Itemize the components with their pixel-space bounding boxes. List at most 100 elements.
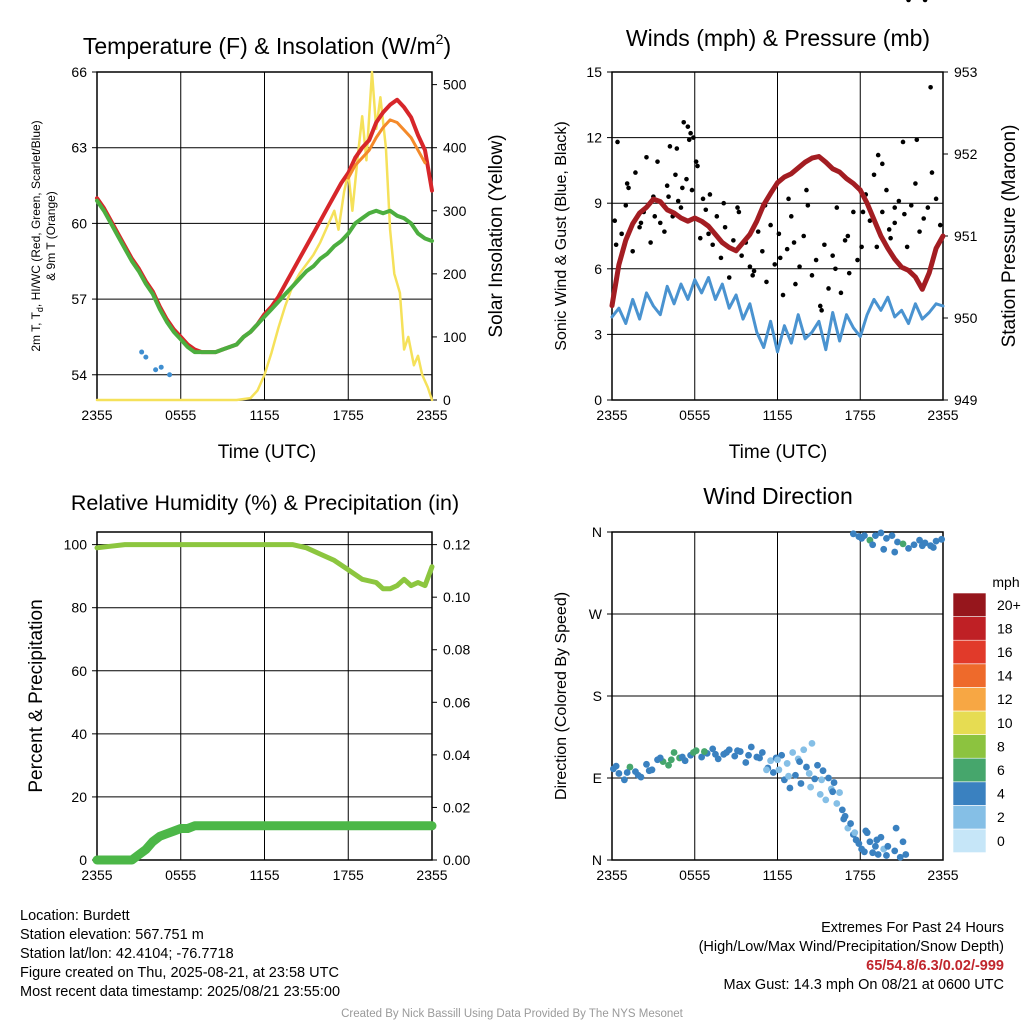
gust-point [623,203,629,208]
colorbar-label: 8 [997,738,1005,754]
direction-point [670,749,678,756]
gust-point [772,262,778,267]
gust-point [822,242,827,248]
direction-point [884,842,892,850]
station-location: Location: Burdett [20,908,130,924]
direction-point [829,788,837,796]
direction-point [866,838,874,846]
temp-y2tick-label: 500 [443,77,467,93]
gust-point [788,214,794,219]
direction-point [888,532,896,540]
precipitation-line [92,821,437,865]
colorbar-swatch [952,734,987,759]
gust-point [846,270,852,276]
colorbar-title: mph [992,574,1019,590]
wind-title: Winds (mph) & Pressure (mb) [626,25,930,51]
rh-y2tick-label: 0.04 [443,747,470,763]
gust-point [747,264,753,269]
direction-point [899,540,907,548]
gust-point [638,220,644,226]
wind-ytick-label: 3 [594,326,602,342]
gust-point [612,218,618,223]
direction-point [734,747,741,755]
direction-point [847,820,854,827]
direction-point [742,759,750,766]
direction-point [796,758,803,765]
gust-point [914,137,920,143]
direction-point [838,806,846,814]
gust-point [819,308,824,313]
direction-point [855,840,863,847]
direction-point [731,752,739,760]
direction-point [814,761,821,769]
dewpoint-point [158,364,164,370]
gust-point [830,253,835,258]
gust-point [851,209,856,215]
direction-point [910,541,918,549]
rh-xtick-label: 2355 [416,867,447,883]
gust-point [791,240,797,245]
gust-point [735,205,740,210]
gust-point [833,266,838,272]
gust-point [805,203,811,208]
temp-title-text: Temperature (F) & Insolation (W/m [83,33,436,59]
gust-point [867,218,873,223]
station-latlon: Station lat/lon: 42.4104; -76.7718 [20,946,234,962]
max-gust: Max Gust: 14.3 mph On 08/21 at 0600 UTC [723,977,1004,993]
wind-ytick-label: 6 [594,261,602,277]
gust-point [817,303,823,309]
direction-point [789,749,797,756]
direction-title: Wind Direction [703,483,853,509]
wind-y2tick-label: 949 [954,392,978,408]
temp-xtick-label: 2355 [416,407,447,423]
direction-point [723,749,730,756]
gust-point [695,163,700,169]
gust-point [842,238,848,243]
colorbar-label: 18 [997,620,1013,636]
direction-point [862,827,870,835]
direction-point [872,842,879,850]
colorbar-label: 0 [997,833,1005,849]
gust-point [845,233,851,239]
rh-ytick-label: 100 [64,537,88,553]
gust-point [888,235,893,241]
dir-ytick-label: N [592,524,602,540]
gust-point [793,281,798,287]
gust-point [921,216,926,221]
gust-point [615,139,620,145]
direction-point [645,767,653,775]
direction-point [778,751,786,759]
wind-y2tick-label: 953 [954,64,978,80]
gust-point [933,196,939,202]
direction-point [774,756,781,764]
gust-point [726,275,732,280]
direction-point [612,762,620,770]
rh-xtick-label: 0555 [165,867,196,883]
temp-y2tick-label: 200 [443,266,467,282]
gust-point [673,172,678,178]
gust-point [637,224,642,230]
direction-point [797,780,805,787]
gust-point [764,279,769,285]
gust-point [644,154,649,160]
direction-point [709,745,717,753]
gust-point [626,185,631,191]
direction-point [621,776,628,784]
colorbar-swatch [952,639,987,665]
gust-point [875,152,881,158]
direction-point [783,760,791,767]
gust-point [859,244,864,250]
direction-point [767,757,775,765]
temp-orange-line [346,118,427,180]
rh-plot-frame [96,531,433,861]
gust-point [871,172,877,178]
gust-point [776,231,782,237]
wind-xtick-label: 0555 [679,407,710,423]
temp-ytick-label: 60 [71,215,87,231]
direction-point [877,529,885,537]
gust-point [655,159,660,164]
gust-point [706,231,711,237]
direction-point [763,766,770,774]
dir-xtick-label: 2355 [927,867,958,883]
gust-point [884,187,889,193]
